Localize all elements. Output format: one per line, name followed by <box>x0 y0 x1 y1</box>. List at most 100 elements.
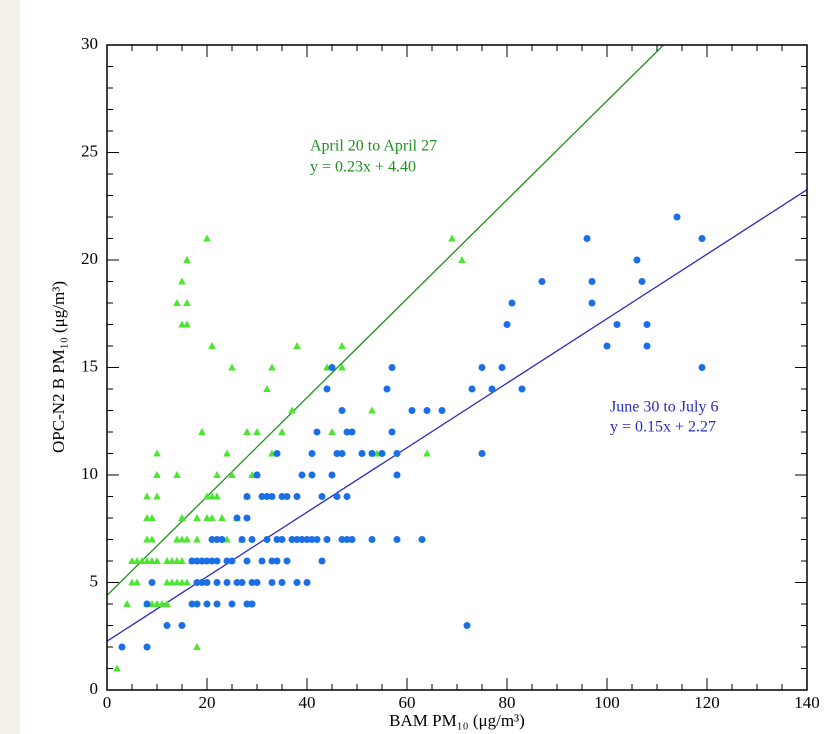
circle-point <box>148 579 156 586</box>
circle-point <box>313 536 321 543</box>
circle-point <box>333 493 341 500</box>
triangle-point <box>203 514 211 521</box>
triangle-point <box>148 535 156 543</box>
circle-point <box>478 450 486 457</box>
circle-point <box>613 321 621 328</box>
side-strip <box>0 0 20 734</box>
x-tick-label: 100 <box>594 693 620 712</box>
circle-point <box>223 579 231 586</box>
circle-point <box>178 622 186 629</box>
circle-point <box>698 235 706 242</box>
x-tick-label: 120 <box>694 693 720 712</box>
circle-point <box>283 493 291 500</box>
circle-point <box>243 557 251 565</box>
triangle-point <box>143 557 151 564</box>
circle-point <box>603 342 611 350</box>
triangle-point <box>213 471 221 478</box>
circle-point <box>188 600 196 608</box>
triangle-point <box>423 449 431 457</box>
circle-point <box>243 514 251 522</box>
x-tick-label: 40 <box>299 693 316 712</box>
circle-point <box>163 622 171 629</box>
circle-point <box>278 536 286 543</box>
triangle-point <box>198 428 206 435</box>
triangle-point <box>153 471 161 478</box>
triangle-point <box>338 342 346 349</box>
circle-point <box>213 536 221 543</box>
triangle-point <box>173 578 181 586</box>
circle-point <box>288 536 296 543</box>
circle-point <box>273 557 281 565</box>
triangle-point <box>173 557 181 564</box>
circle-point <box>243 600 251 608</box>
circle-point <box>308 536 316 543</box>
triangle-point <box>128 557 136 564</box>
circle-point <box>488 385 496 393</box>
triangle-point <box>208 492 216 500</box>
circle-point <box>408 407 416 414</box>
triangle-point <box>223 449 231 457</box>
triangle-point <box>153 600 161 607</box>
x-tick-label: 0 <box>103 693 112 712</box>
circle-point <box>588 299 596 307</box>
circle-point <box>118 643 126 651</box>
circle-point <box>223 557 231 565</box>
triangle-point <box>218 514 226 521</box>
circle-point <box>478 364 486 371</box>
triangle-point <box>263 385 271 392</box>
circle-point <box>393 471 401 479</box>
annotation: y = 0.15x + 2.27 <box>610 419 716 436</box>
circle-point <box>233 579 241 586</box>
triangle-point <box>208 514 216 521</box>
triangle-point <box>193 514 201 521</box>
circle-point <box>218 536 226 543</box>
triangle-point <box>143 492 151 500</box>
x-tick-label: 140 <box>794 693 820 712</box>
circle-point <box>698 364 706 371</box>
circle-point <box>643 342 651 350</box>
circle-point <box>538 278 546 285</box>
circle-point <box>253 471 261 479</box>
y-tick-label: 5 <box>90 571 99 590</box>
x-tick-label: 20 <box>199 693 216 712</box>
circle-point <box>213 600 221 608</box>
circle-point <box>143 600 151 608</box>
triangle-point <box>228 363 236 371</box>
triangle-point <box>163 557 171 564</box>
circle-point <box>463 622 471 629</box>
triangle-point <box>213 492 221 500</box>
annotation: June 30 to July 6 <box>610 399 718 416</box>
triangle-point <box>203 234 211 242</box>
circle-point <box>328 364 336 371</box>
circle-point <box>198 579 206 586</box>
triangle-point <box>178 557 186 564</box>
circle-point <box>293 493 301 500</box>
circle-point <box>293 536 301 543</box>
circle-point <box>588 278 596 285</box>
circle-point <box>338 407 346 414</box>
circle-point <box>368 450 376 457</box>
triangle-point <box>148 557 156 564</box>
circle-point <box>268 557 276 565</box>
circle-point <box>238 579 246 586</box>
circle-point <box>198 557 206 565</box>
triangle-point <box>288 406 296 414</box>
triangle-point <box>123 600 131 607</box>
circle-point <box>583 235 591 242</box>
triangle-point <box>148 514 156 521</box>
circle-point <box>253 579 261 586</box>
circle-point <box>193 600 201 608</box>
circle-point <box>343 536 351 543</box>
triangle-point <box>338 363 346 371</box>
circle-point <box>258 557 266 565</box>
triangle-point <box>253 428 261 435</box>
circle-point <box>263 536 271 543</box>
circle-point <box>438 407 446 414</box>
triangle-point <box>458 256 466 263</box>
triangle-point <box>153 557 161 564</box>
triangle-point <box>163 578 171 586</box>
triangle-point <box>153 449 161 457</box>
circle-point <box>518 385 526 393</box>
circle-point <box>343 428 351 436</box>
circle-point <box>503 321 511 328</box>
